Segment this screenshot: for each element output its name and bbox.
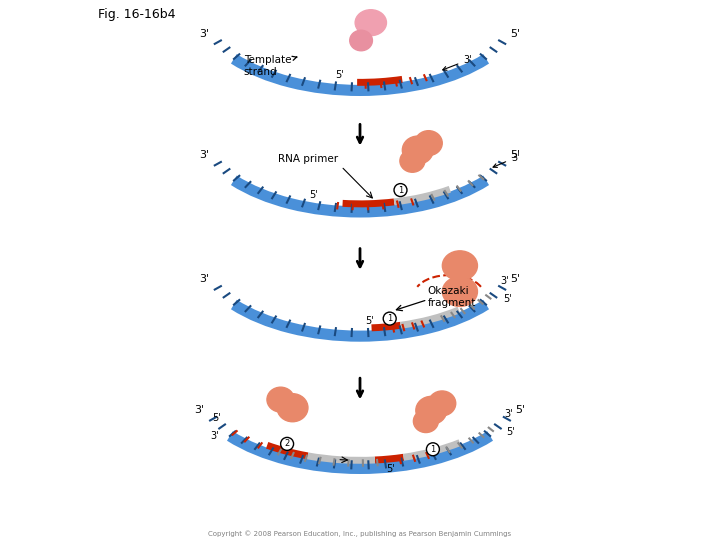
Text: Fig. 16-16b4: Fig. 16-16b4 [98,8,176,21]
Ellipse shape [400,150,425,172]
Text: 5': 5' [212,413,221,423]
Text: Template
strand: Template strand [244,55,297,77]
Ellipse shape [415,131,442,156]
Ellipse shape [350,30,372,51]
Ellipse shape [442,251,477,281]
Text: 3': 3' [443,55,472,70]
Text: 5': 5' [506,427,515,437]
Ellipse shape [428,391,456,416]
Text: 5': 5' [516,405,526,415]
Circle shape [426,443,439,456]
Ellipse shape [416,396,446,424]
Text: 1: 1 [431,445,436,454]
Text: 3': 3' [194,405,204,415]
Text: 5': 5' [335,70,343,79]
Text: 5': 5' [387,464,395,474]
Text: 3': 3' [504,409,513,419]
Text: 5': 5' [510,274,521,285]
Text: RNA primer: RNA primer [278,153,338,164]
Text: 5': 5' [510,29,521,39]
Circle shape [383,312,396,325]
Text: 3': 3' [210,431,219,441]
Text: Copyright © 2008 Pearson Education, Inc., publishing as Pearson Benjamin Cumming: Copyright © 2008 Pearson Education, Inc.… [208,531,512,537]
Text: Okazaki
fragment: Okazaki fragment [428,286,476,308]
Circle shape [394,184,407,197]
Text: 5': 5' [365,316,374,326]
Ellipse shape [267,387,294,412]
Text: 3': 3' [493,153,520,167]
Ellipse shape [413,410,438,433]
Ellipse shape [355,10,387,36]
Text: 2: 2 [284,440,289,448]
Ellipse shape [442,276,477,307]
Text: 3': 3' [199,29,210,39]
Text: 1: 1 [387,314,392,323]
Text: 1: 1 [398,186,403,194]
Text: 3': 3' [199,274,210,285]
Text: 3': 3' [199,150,210,160]
Text: 3': 3' [501,276,510,287]
Text: 5': 5' [503,294,512,303]
Text: 5': 5' [510,150,521,160]
Text: 5': 5' [309,190,318,200]
Circle shape [281,437,294,450]
Ellipse shape [277,394,308,422]
Ellipse shape [402,136,433,164]
